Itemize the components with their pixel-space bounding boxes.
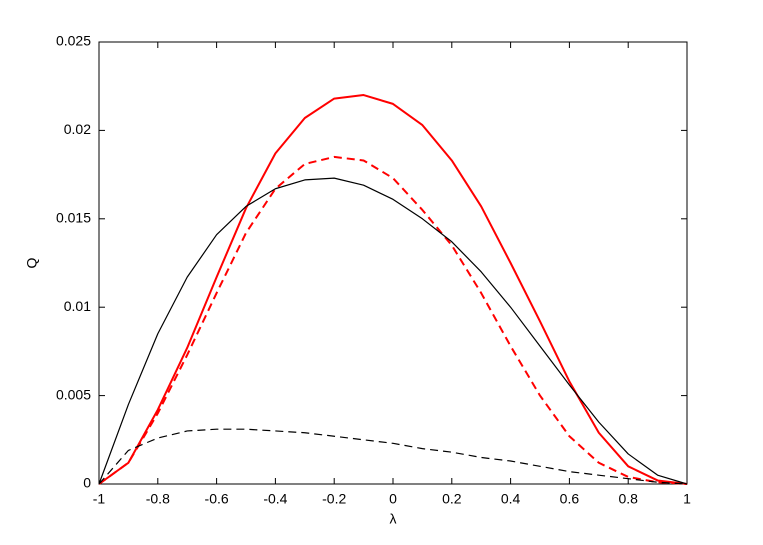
x-tick-label: 1 <box>683 491 691 507</box>
series-line <box>98 155 688 485</box>
y-tick-label: 0.01 <box>64 298 91 314</box>
y-tick-label: 0.005 <box>56 386 91 402</box>
x-tick-label: -0.8 <box>146 491 170 507</box>
y-axis-label: Q <box>24 257 40 268</box>
x-tick-label: 0.4 <box>501 491 521 507</box>
y-tick-label: 0.025 <box>56 33 91 49</box>
series-line <box>98 177 688 485</box>
x-tick-label: -0.4 <box>263 491 287 507</box>
x-tick-label: 0.2 <box>442 491 462 507</box>
series-line <box>98 428 688 485</box>
series-line <box>98 94 688 485</box>
y-tick-label: 0 <box>83 475 91 491</box>
x-tick-label: 0.6 <box>560 491 580 507</box>
x-tick-label: -1 <box>93 491 106 507</box>
x-tick-label: 0.8 <box>618 491 638 507</box>
x-tick-label: -0.2 <box>322 491 346 507</box>
y-tick-label: 0.02 <box>64 121 91 137</box>
y-tick-label: 0.015 <box>56 210 91 226</box>
x-tick-label: -0.6 <box>205 491 229 507</box>
x-axis-label: λ <box>390 511 397 527</box>
plot-frame <box>98 41 688 485</box>
x-tick-label: 0 <box>389 491 397 507</box>
